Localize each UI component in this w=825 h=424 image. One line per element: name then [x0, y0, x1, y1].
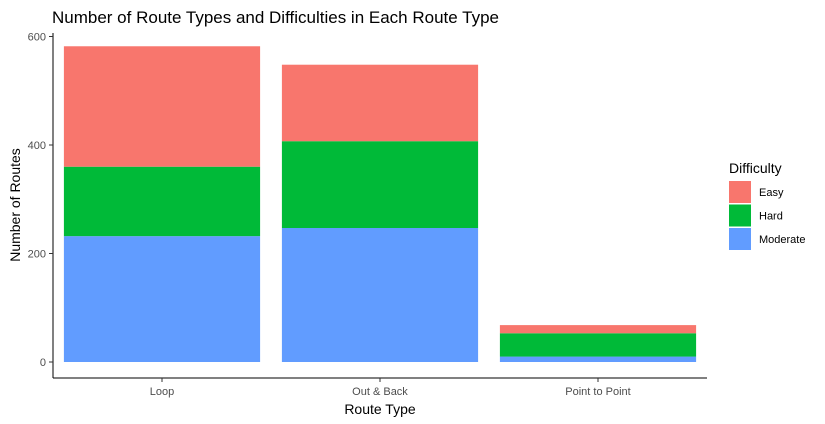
bar-moderate-2: [281, 228, 479, 362]
y-tick-label: 400: [28, 140, 46, 152]
y-axis-title: Number of Routes: [7, 148, 23, 262]
legend-label-easy: Easy: [759, 187, 784, 199]
bar-moderate-1: [63, 236, 261, 362]
bar-easy-3: [499, 325, 697, 334]
bar-easy-2: [281, 64, 479, 142]
x-tick-label: Out & Back: [352, 386, 408, 398]
y-tick-label: 0: [40, 357, 46, 369]
x-axis-title: Route Type: [344, 401, 416, 417]
y-axis-ticks: 0 200 400 600: [28, 32, 53, 369]
bar-hard-3: [499, 333, 697, 357]
legend-key-hard: [729, 204, 751, 227]
legend-key-moderate: [729, 228, 751, 250]
y-tick-label: 200: [28, 249, 46, 261]
bar-easy-1: [63, 46, 261, 167]
x-tick-label: Point to Point: [565, 386, 630, 398]
chart-title: Number of Route Types and Difficulties i…: [52, 8, 499, 27]
x-tick-label: Loop: [150, 386, 174, 398]
legend: Difficulty Easy Hard Moderate: [729, 160, 805, 250]
legend-label-hard: Hard: [759, 211, 783, 223]
legend-label-moderate: Moderate: [759, 234, 805, 246]
bar-moderate-3: [499, 356, 697, 362]
bar-hard-1: [63, 166, 261, 237]
legend-title: Difficulty: [729, 160, 782, 176]
legend-key-easy: [729, 181, 751, 203]
x-axis-ticks: Loop Out & Back Point to Point: [150, 378, 631, 398]
bar-hard-2: [281, 141, 479, 229]
y-tick-label: 600: [28, 32, 46, 44]
plot-area: [63, 46, 697, 362]
